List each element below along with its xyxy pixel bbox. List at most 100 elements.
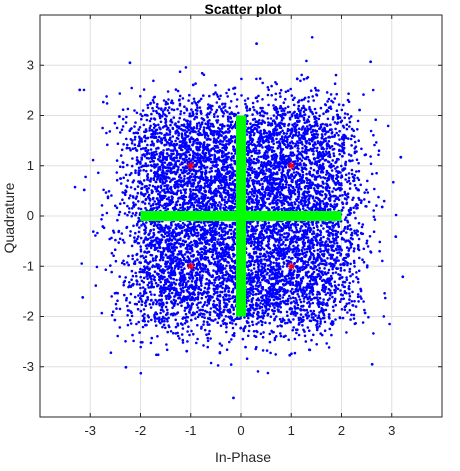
sample-point — [249, 314, 253, 317]
sample-point — [195, 137, 199, 141]
sample-point — [234, 242, 237, 246]
sample-point — [146, 277, 149, 281]
sample-point — [151, 235, 155, 239]
sample-point — [129, 149, 132, 152]
sample-point — [222, 238, 225, 242]
sample-point — [129, 310, 133, 313]
sample-point — [200, 197, 203, 200]
sample-point — [212, 303, 215, 306]
sample-point — [227, 252, 230, 255]
sample-point — [166, 311, 169, 315]
sample-point — [157, 135, 161, 139]
sample-point — [173, 295, 176, 298]
sample-point — [189, 251, 192, 255]
sample-point — [225, 293, 228, 297]
sample-point — [131, 333, 134, 337]
sample-point — [146, 176, 150, 179]
sample-point — [145, 271, 148, 275]
sample-point — [245, 170, 248, 174]
sample-point — [122, 176, 125, 180]
sample-point — [156, 163, 159, 166]
sample-point — [224, 143, 228, 146]
sample-point — [201, 312, 205, 316]
sample-point — [164, 278, 168, 282]
sample-point — [160, 305, 164, 309]
sample-point — [171, 286, 174, 290]
sample-point — [185, 320, 189, 323]
sample-point — [172, 260, 175, 263]
sample-point — [174, 139, 177, 143]
sample-point — [221, 199, 224, 202]
sample-point — [250, 298, 254, 301]
sample-point — [210, 166, 213, 170]
sample-point — [196, 323, 199, 327]
sample-point — [140, 300, 144, 303]
sample-point — [171, 233, 174, 237]
sample-point — [149, 299, 153, 302]
sample-point — [294, 280, 298, 283]
sample-point — [188, 153, 192, 157]
sample-point — [208, 182, 212, 186]
sample-point — [219, 203, 223, 206]
sample-point — [132, 179, 136, 182]
sample-point — [230, 176, 234, 180]
sample-point — [182, 183, 185, 187]
sample-point — [214, 252, 218, 255]
sample-point — [158, 318, 161, 322]
sample-point — [211, 179, 215, 182]
sample-point — [149, 169, 153, 172]
sample-point — [204, 136, 207, 139]
sample-point — [193, 100, 196, 103]
sample-point — [178, 282, 181, 286]
sample-point — [224, 153, 228, 156]
sample-point — [202, 128, 206, 132]
sample-point — [174, 318, 177, 322]
sample-point — [126, 213, 129, 217]
sample-point — [151, 302, 155, 306]
sample-point — [205, 291, 208, 294]
sample-point — [144, 192, 147, 196]
sample-point — [148, 199, 152, 202]
sample-point — [188, 139, 192, 142]
sample-point — [178, 294, 181, 297]
sample-point — [119, 154, 123, 157]
sample-point — [228, 308, 231, 311]
sample-point — [192, 155, 195, 158]
sample-point — [218, 264, 221, 267]
sample-point — [136, 258, 139, 262]
sample-point — [186, 122, 189, 125]
sample-point — [193, 239, 196, 243]
sample-point — [215, 144, 218, 148]
sample-point — [167, 280, 171, 284]
sample-point — [277, 241, 281, 244]
sample-point — [188, 333, 191, 337]
sample-point — [212, 284, 216, 287]
sample-point — [252, 330, 256, 333]
sample-point — [152, 278, 156, 281]
sample-point — [257, 321, 260, 324]
sample-point — [180, 161, 184, 164]
sample-point — [203, 141, 206, 144]
sample-point — [206, 320, 209, 324]
sample-point — [254, 307, 258, 311]
sample-point — [140, 224, 143, 227]
sample-point — [225, 330, 228, 334]
sample-point — [134, 197, 138, 200]
sample-point — [259, 315, 262, 319]
sample-point — [104, 268, 108, 272]
sample-point — [250, 283, 253, 287]
sample-point — [141, 341, 144, 344]
sample-point — [139, 345, 142, 349]
sample-point — [173, 185, 177, 188]
sample-point — [144, 300, 148, 304]
sample-point — [175, 156, 178, 160]
sample-point — [141, 114, 144, 118]
sample-point — [254, 335, 258, 339]
sample-point — [302, 286, 306, 289]
sample-point — [120, 232, 124, 235]
sample-point — [153, 200, 156, 203]
sample-point — [160, 233, 163, 237]
sample-point — [123, 279, 127, 283]
sample-point — [139, 207, 143, 211]
sample-point — [202, 320, 206, 323]
